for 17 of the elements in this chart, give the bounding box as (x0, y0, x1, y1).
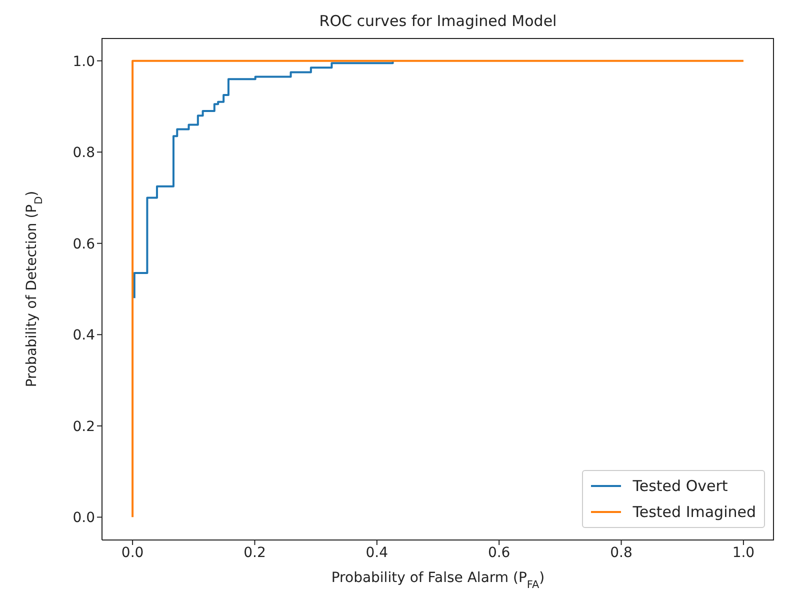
x-tick-label: 0.4 (366, 544, 388, 561)
x-tick-label: 0.8 (610, 544, 632, 561)
x-tick-label: 0.6 (488, 544, 510, 561)
y-tick-label: 0.8 (72, 145, 95, 162)
legend-label: Tested Overt (632, 476, 728, 497)
y-tick-label: 1.0 (72, 54, 95, 70)
x-tick-label: 0.0 (121, 544, 144, 561)
y-tick-label: 0.2 (72, 418, 95, 435)
line-series (133, 60, 394, 300)
y-tick-label: 0.4 (72, 328, 96, 344)
chart-title: ROC curves for Imagined Model (318, 12, 558, 30)
y-tick-label: 0.6 (72, 236, 96, 252)
x-tick-label: 0.2 (244, 544, 266, 561)
legend-label: Tested Imagined (632, 502, 756, 523)
x-tick-label: 1.0 (732, 544, 755, 561)
y-tick-label: 0.0 (72, 510, 95, 526)
x-axis-title: Probability of False Alarm (P$_{FA}$) (331, 570, 545, 591)
